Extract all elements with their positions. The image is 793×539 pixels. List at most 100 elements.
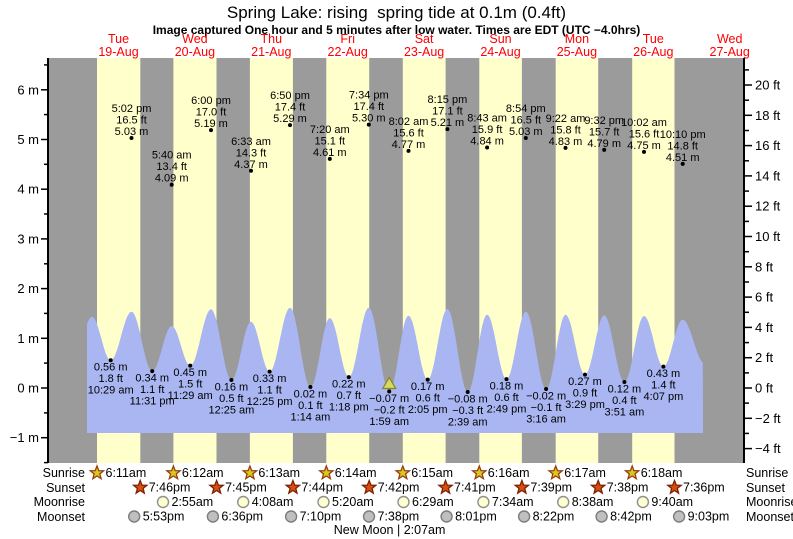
svg-text:0.7 ft: 0.7 ft	[337, 390, 361, 402]
svg-text:3:51 am: 3:51 am	[605, 407, 645, 419]
moonset-icon	[517, 510, 531, 523]
svg-text:0.4 ft: 0.4 ft	[612, 395, 636, 407]
y-axis-label-ft: 0 ft	[755, 381, 773, 396]
svg-text:0.1 ft: 0.1 ft	[298, 400, 322, 412]
moonrise-row-label: Moonrise	[33, 495, 85, 509]
moonset-icon	[206, 510, 220, 523]
moonrise-icon	[636, 495, 650, 509]
svg-text:11:29 am: 11:29 am	[168, 390, 213, 402]
svg-text:2:39 am: 2:39 am	[448, 417, 488, 429]
svg-text:0.5 ft: 0.5 ft	[219, 393, 243, 405]
sunset-icon	[360, 478, 378, 495]
tide-point	[267, 369, 272, 374]
day-weekday-label: Mon	[565, 32, 589, 46]
day-date-label: 24-Aug	[480, 45, 520, 59]
svg-text:15.9 ft: 15.9 ft	[472, 124, 503, 136]
svg-text:6:00 pm: 6:00 pm	[191, 95, 231, 107]
moonset-time: 7:38pm	[378, 510, 420, 524]
svg-text:5.29 m: 5.29 m	[273, 113, 307, 125]
svg-text:4.84 m: 4.84 m	[470, 136, 504, 148]
svg-text:−0.2 ft: −0.2 ft	[374, 405, 405, 417]
moonset-time: 9:03pm	[688, 510, 730, 524]
new-moon-label: New Moon | 2:07am	[334, 523, 446, 537]
sunrise-time: 6:15am	[411, 466, 453, 480]
tide-point	[308, 385, 313, 389]
svg-text:15.8 ft: 15.8 ft	[550, 124, 581, 136]
sunset-row-label: Sunset	[46, 481, 85, 495]
svg-text:17.4 ft: 17.4 ft	[354, 101, 385, 113]
tide-curve	[87, 307, 703, 433]
svg-text:0.22 m: 0.22 m	[332, 379, 366, 391]
svg-text:12:25 am: 12:25 am	[208, 405, 254, 417]
sunrise-icon	[394, 464, 412, 481]
day-date-label: 22-Aug	[328, 45, 368, 59]
y-axis-label-ft: −2 ft	[755, 411, 781, 426]
day-date-label: 20-Aug	[175, 45, 215, 59]
svg-text:−0.1 ft: −0.1 ft	[531, 402, 562, 414]
tide-point	[504, 377, 509, 382]
tide-point	[150, 369, 155, 374]
y-axis-label-ft: 4 ft	[755, 320, 773, 335]
day-weekday-label: Sun	[489, 32, 511, 46]
low-tide-annotation: 0.43 m1.4 ft4:07 pm	[644, 364, 683, 403]
svg-text:15.6 ft: 15.6 ft	[393, 127, 424, 139]
svg-text:0.9 ft: 0.9 ft	[573, 388, 597, 400]
svg-text:6:33 am: 6:33 am	[231, 136, 271, 148]
svg-text:5.21 m: 5.21 m	[431, 117, 465, 129]
svg-text:0.33 m: 0.33 m	[253, 373, 287, 385]
moonset-icon	[595, 510, 608, 523]
moonrise-time: 2:55am	[172, 495, 214, 509]
moonrise-time: 8:38am	[572, 495, 614, 509]
sunset-icon	[513, 478, 531, 495]
tide-point	[129, 136, 134, 140]
moonset-row-label: Moonset	[37, 510, 85, 524]
tide-point	[108, 358, 113, 363]
moonset-time: 8:01pm	[455, 510, 497, 524]
low-tide-annotation: 0.17 m0.6 ft2:05 pm	[408, 377, 448, 416]
sunset-icon	[131, 478, 149, 495]
sunrise-time: 6:14am	[335, 466, 377, 480]
day-date-label: 27-Aug	[710, 45, 750, 59]
sunset-icon	[284, 478, 302, 495]
moonrise-time: 6:29am	[412, 495, 454, 509]
svg-text:4.75 m: 4.75 m	[627, 140, 661, 152]
y-axis-label-ft: 16 ft	[755, 138, 781, 153]
svg-text:0.12 m: 0.12 m	[608, 384, 642, 396]
tide-point	[387, 389, 392, 394]
svg-text:−0.3 ft: −0.3 ft	[452, 405, 483, 417]
y-axis-label-ft: 12 ft	[755, 199, 781, 214]
moonset-time: 6:36pm	[221, 510, 263, 524]
svg-text:6:50 pm: 6:50 pm	[270, 90, 310, 102]
svg-text:14.3 ft: 14.3 ft	[236, 147, 267, 159]
day-date-label: 21-Aug	[251, 45, 291, 59]
svg-text:0.17 m: 0.17 m	[411, 381, 445, 393]
svg-text:15.7 ft: 15.7 ft	[589, 126, 620, 138]
moonset-icon	[284, 510, 298, 523]
low-tide-annotation: 0.22 m0.7 ft1:18 pm	[329, 375, 369, 414]
moonrise-icon	[557, 495, 570, 509]
svg-text:0.6 ft: 0.6 ft	[494, 392, 518, 404]
moonrise-icon	[236, 495, 250, 509]
tide-point	[249, 168, 253, 173]
tide-point	[366, 122, 371, 127]
low-tide-annotation: 0.12 m0.4 ft3:51 am	[605, 380, 645, 419]
sunset-time: 7:42pm	[378, 481, 420, 495]
sunrise-time: 6:17am	[564, 466, 606, 480]
sunrise-time: 6:18am	[641, 466, 683, 480]
day-weekday-label: Wed	[717, 32, 743, 46]
svg-text:5.03 m: 5.03 m	[509, 126, 543, 138]
tide-point	[406, 148, 411, 153]
svg-text:3:29 pm: 3:29 pm	[565, 399, 605, 411]
moonrise-time: 5:20am	[332, 495, 374, 509]
svg-text:3:16 am: 3:16 am	[526, 414, 566, 426]
